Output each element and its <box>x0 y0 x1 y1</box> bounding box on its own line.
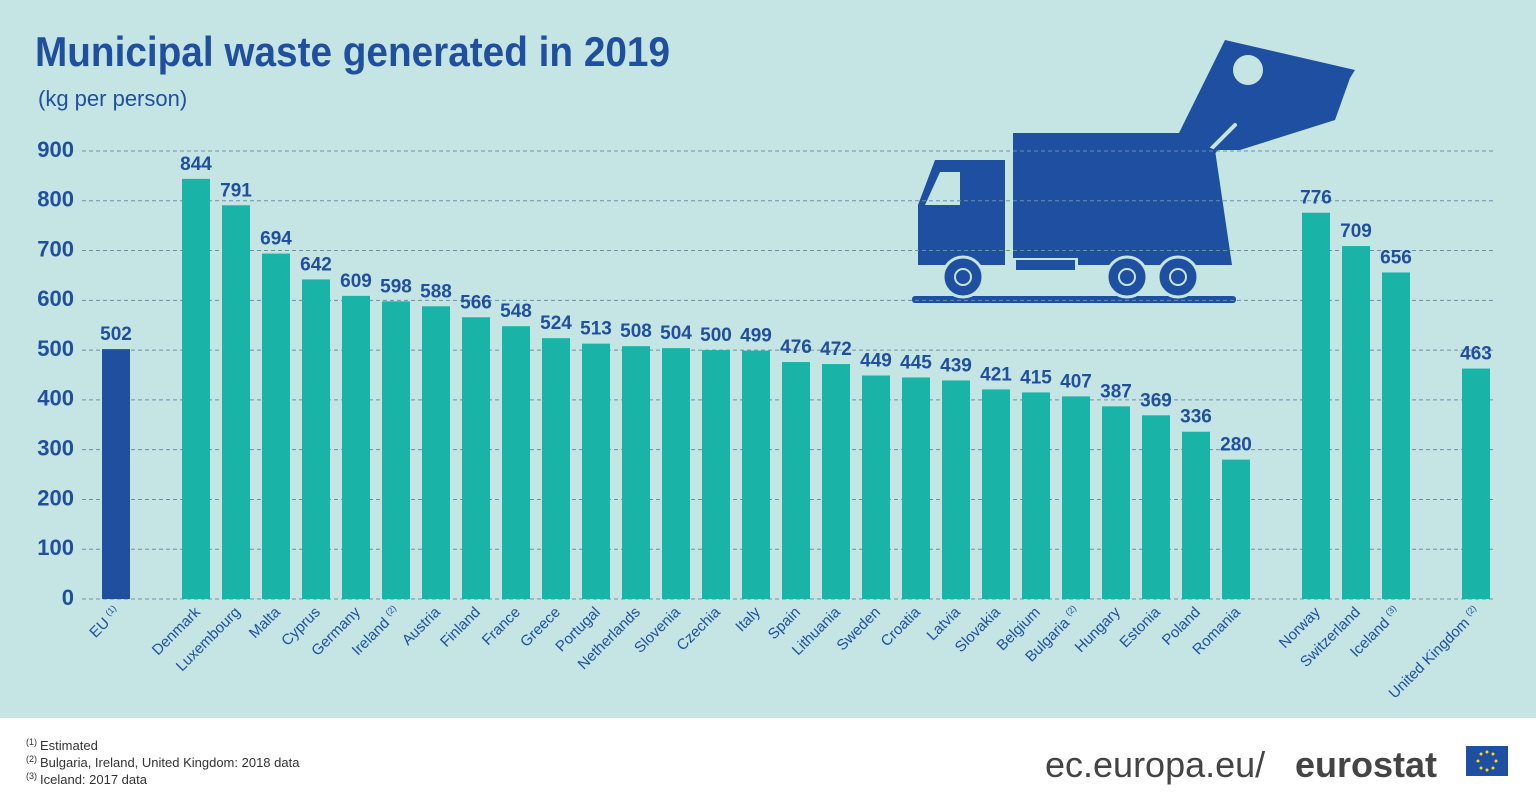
value-label: 508 <box>620 321 652 342</box>
value-label: 524 <box>540 313 572 334</box>
value-label: 791 <box>220 180 252 201</box>
eu-flag <box>1466 746 1508 776</box>
bar <box>1182 431 1210 599</box>
bar <box>462 317 490 599</box>
bar <box>662 348 690 599</box>
bar <box>222 205 250 599</box>
bar <box>582 343 610 599</box>
value-label: 504 <box>660 323 692 344</box>
value-label: 588 <box>420 281 452 302</box>
truck-illustration <box>912 40 1355 303</box>
footnote-text: Estimated <box>40 738 98 753</box>
bar <box>502 326 530 599</box>
y-tick-label: 600 <box>37 286 74 311</box>
value-label: 642 <box>300 254 332 275</box>
y-tick-label: 500 <box>37 336 74 361</box>
bar <box>942 380 970 599</box>
bar <box>782 362 810 599</box>
footnotes: (1) Estimated(2) Bulgaria, Ireland, United… <box>26 737 300 787</box>
bar <box>902 377 930 599</box>
y-tick-label: 800 <box>37 187 74 212</box>
footnote-text: Bulgaria, Ireland, United Kingdom: 2018 … <box>40 755 300 770</box>
y-tick-label: 400 <box>37 386 74 411</box>
footnote-marker: (2) <box>26 754 37 764</box>
value-label: 407 <box>1060 371 1092 392</box>
value-label: 439 <box>940 355 972 376</box>
footnote-marker: (1) <box>26 737 37 747</box>
bar <box>302 279 330 599</box>
source-domain: ec.europa.eu/ <box>1045 744 1265 785</box>
bar <box>1222 459 1250 599</box>
source-brand: eurostat <box>1295 744 1437 785</box>
value-label: 463 <box>1460 344 1492 365</box>
y-tick-label: 900 <box>37 137 74 162</box>
bar <box>182 178 210 599</box>
bar <box>1102 406 1130 599</box>
value-label: 566 <box>460 292 492 313</box>
footnote-text: Iceland: 2017 data <box>40 772 148 787</box>
footnote: (2) Bulgaria, Ireland, United Kingdom: 20… <box>26 754 300 770</box>
value-label: 609 <box>340 271 372 292</box>
bar <box>542 338 570 599</box>
value-label: 421 <box>980 364 1012 385</box>
value-label: 598 <box>380 276 412 297</box>
value-label: 280 <box>1220 435 1252 456</box>
value-label: 500 <box>700 325 732 346</box>
value-label: 513 <box>580 319 612 340</box>
bar <box>1342 246 1370 599</box>
value-label: 336 <box>1180 407 1212 428</box>
value-label: 415 <box>1020 367 1052 388</box>
y-tick-label: 100 <box>37 535 74 560</box>
bar <box>102 349 130 599</box>
chart-subtitle: (kg per person) <box>38 86 187 111</box>
bar <box>262 253 290 599</box>
value-label: 499 <box>740 326 772 347</box>
bar <box>822 364 850 599</box>
bar <box>422 306 450 599</box>
chart-title: Municipal waste generated in 2019 <box>35 28 670 75</box>
value-label: 709 <box>1340 221 1372 242</box>
value-label: 844 <box>180 154 212 175</box>
bar <box>1302 212 1330 600</box>
value-label: 369 <box>1140 390 1172 411</box>
y-tick-label: 200 <box>37 485 74 510</box>
bar <box>862 375 890 599</box>
y-tick-label: 300 <box>37 435 74 460</box>
bar <box>1462 368 1490 599</box>
bar <box>1062 396 1090 599</box>
value-label: 445 <box>900 352 932 373</box>
y-tick-label: 0 <box>62 585 74 610</box>
footnote: (1) Estimated <box>26 737 98 753</box>
bar <box>742 350 770 599</box>
bar <box>382 301 410 599</box>
value-label: 502 <box>100 324 132 345</box>
value-label: 476 <box>780 337 812 358</box>
footnote-marker: (3) <box>26 771 37 781</box>
bar <box>622 346 650 599</box>
bar <box>1142 415 1170 599</box>
value-label: 548 <box>500 301 532 322</box>
value-label: 776 <box>1300 188 1332 209</box>
bar <box>1382 272 1410 599</box>
footnote: (3) Iceland: 2017 data <box>26 771 148 787</box>
value-label: 387 <box>1100 381 1132 402</box>
value-label: 656 <box>1380 247 1412 268</box>
bar <box>702 350 730 599</box>
bar <box>342 295 370 599</box>
value-label: 449 <box>860 350 892 371</box>
value-label: 472 <box>820 339 852 360</box>
value-label: 694 <box>260 229 292 250</box>
bar <box>1022 392 1050 599</box>
bar <box>982 389 1010 599</box>
y-tick-label: 700 <box>37 236 74 261</box>
